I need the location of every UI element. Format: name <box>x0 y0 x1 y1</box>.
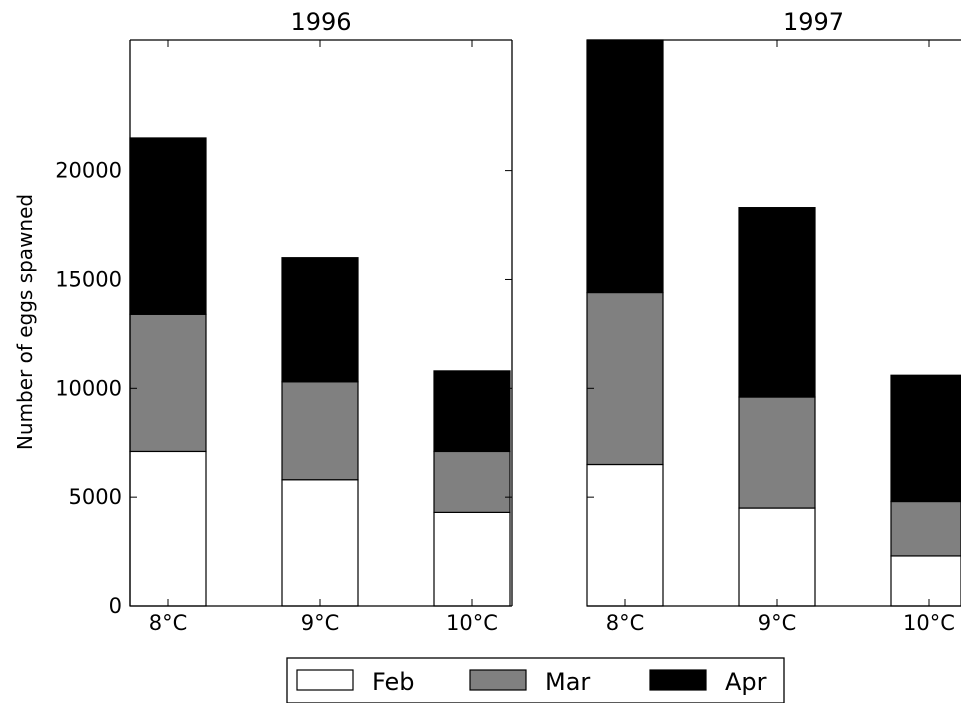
legend-label-Feb: Feb <box>372 668 415 696</box>
bar-1996-8°C-Feb <box>129 450 207 607</box>
bar-1996-8°C-Apr <box>129 137 207 315</box>
bar-1996-9°C-Mar <box>281 381 359 481</box>
bar-1997-9°C-Mar <box>738 396 816 509</box>
x-tick-label: 9°C <box>301 611 340 635</box>
legend-swatch-Mar <box>469 669 527 691</box>
panel-title: 1997 <box>783 8 844 36</box>
bar-1997-8°C-Mar <box>586 291 664 466</box>
legend-box <box>286 657 785 703</box>
legend-swatch-Apr <box>649 669 707 691</box>
bar-1996-10°C-Mar <box>433 450 511 513</box>
bar-1996-10°C-Feb <box>433 511 511 607</box>
panel-1996: 8°C 9°C 10°C 0 5000 10000 15000 20000 1996 <box>55 8 513 635</box>
bar-1997-10°C-Mar <box>890 500 961 557</box>
y-tick-label: 20000 <box>55 159 122 183</box>
x-tick-label: 8°C <box>149 611 188 635</box>
legend-label-Mar: Mar <box>545 668 590 696</box>
bar-1996-10°C-Apr <box>433 370 511 453</box>
y-tick-label: 15000 <box>55 267 122 291</box>
y-tick-label: 10000 <box>55 376 122 400</box>
bar-1997-9°C-Apr <box>738 207 816 398</box>
panel-1997: 8°C 9°C 10°C 1997 <box>586 8 961 635</box>
bar-1996-8°C-Mar <box>129 313 207 453</box>
bar-1997-9°C-Feb <box>738 507 816 607</box>
bar-1996-9°C-Apr <box>281 257 359 383</box>
bar-1996-9°C-Feb <box>281 479 359 607</box>
x-tick-label: 8°C <box>606 611 645 635</box>
x-tick-label: 10°C <box>446 611 498 635</box>
legend-swatch-Feb <box>296 669 354 691</box>
legend: Feb Mar Apr <box>286 657 785 703</box>
legend-label-Apr: Apr <box>725 668 767 696</box>
bar-1997-8°C-Feb <box>586 463 664 607</box>
panel-title: 1996 <box>290 8 351 36</box>
x-tick-label: 10°C <box>903 611 955 635</box>
bar-1997-8°C-Apr <box>586 39 664 294</box>
y-tick-label: 0 <box>109 594 122 618</box>
y-axis-label: Number of eggs spawned <box>13 194 37 450</box>
panels-layer: 8°C 9°C 10°C 0 5000 10000 15000 20000 1996 8°C 9°C… <box>55 8 961 635</box>
y-tick-label: 5000 <box>69 485 122 509</box>
bar-1997-10°C-Feb <box>890 555 961 607</box>
x-tick-label: 9°C <box>758 611 797 635</box>
bar-1997-10°C-Apr <box>890 374 961 503</box>
